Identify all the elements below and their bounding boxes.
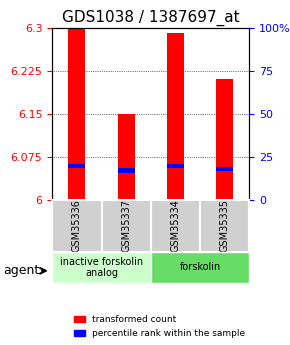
FancyBboxPatch shape — [200, 200, 249, 252]
Bar — [167, 33, 184, 200]
Bar — [117, 168, 135, 172]
Title: GDS1038 / 1387697_at: GDS1038 / 1387697_at — [62, 10, 240, 26]
Bar — [216, 167, 233, 171]
FancyBboxPatch shape — [52, 252, 151, 283]
Legend: transformed count, percentile rank within the sample: transformed count, percentile rank withi… — [70, 312, 249, 342]
Bar — [167, 165, 184, 168]
Text: GSM35336: GSM35336 — [72, 199, 82, 253]
FancyBboxPatch shape — [52, 200, 102, 252]
Text: GSM35337: GSM35337 — [121, 199, 131, 253]
Bar — [117, 114, 135, 200]
Bar — [68, 165, 86, 168]
Bar — [216, 79, 233, 200]
Text: GSM35334: GSM35334 — [171, 199, 180, 253]
Text: forskolin: forskolin — [180, 263, 221, 272]
Text: agent: agent — [3, 264, 39, 277]
FancyBboxPatch shape — [151, 252, 249, 283]
FancyBboxPatch shape — [151, 200, 200, 252]
Text: inactive forskolin
analog: inactive forskolin analog — [60, 257, 143, 278]
FancyBboxPatch shape — [102, 200, 151, 252]
Text: GSM35335: GSM35335 — [220, 199, 230, 253]
Bar — [68, 28, 86, 200]
